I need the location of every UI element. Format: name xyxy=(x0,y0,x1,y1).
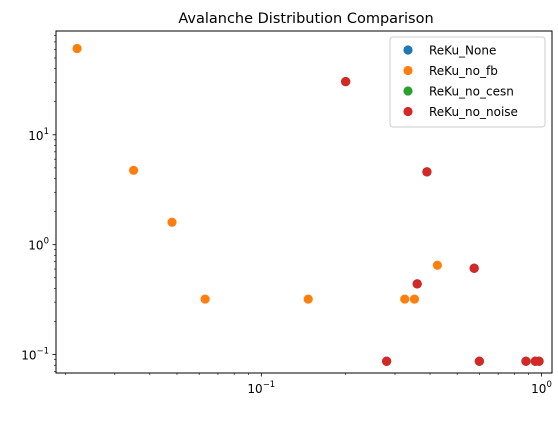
data-point xyxy=(474,356,484,366)
data-point xyxy=(412,279,422,289)
y-tick-label: 101 xyxy=(28,127,49,143)
data-point xyxy=(303,294,313,304)
legend-label: ReKu_no_noise xyxy=(429,105,518,119)
plot-frame xyxy=(55,30,553,374)
x-tick-label: 100 xyxy=(531,380,552,396)
x-tick-label: 10−1 xyxy=(247,380,275,396)
data-point xyxy=(200,294,210,304)
data-point xyxy=(400,294,410,304)
y-tick-label: 10−1 xyxy=(21,347,49,363)
chart-title: Avalanche Distribution Comparison xyxy=(178,11,433,27)
minor-ticks xyxy=(54,35,529,375)
legend-marker xyxy=(403,86,413,96)
data-point xyxy=(469,263,479,273)
legend-box xyxy=(389,36,546,128)
data-point xyxy=(167,217,177,227)
data-point xyxy=(409,294,420,304)
data-point xyxy=(432,260,442,270)
data-point xyxy=(534,356,544,366)
data-point xyxy=(128,165,139,175)
legend: ReKu_None ReKu_no_fb ReKu_no_cesn ReKu_no_n… xyxy=(389,36,546,128)
y-tick-label: 100 xyxy=(28,237,49,253)
legend-marker xyxy=(403,45,413,55)
legend-marker xyxy=(403,106,413,117)
legend-marker xyxy=(403,65,413,76)
legend-label: ReKu_no_cesn xyxy=(429,85,514,99)
data-point xyxy=(521,356,531,366)
legend-label: ReKu_None xyxy=(429,44,496,58)
data-point xyxy=(341,76,351,87)
legend-label: ReKu_no_fb xyxy=(429,64,498,78)
major-ticks: 10−1 100 10−1 100 101 xyxy=(21,127,552,396)
data-point xyxy=(72,43,82,54)
data-points xyxy=(72,43,544,366)
data-point xyxy=(422,167,432,177)
data-point xyxy=(382,356,392,366)
